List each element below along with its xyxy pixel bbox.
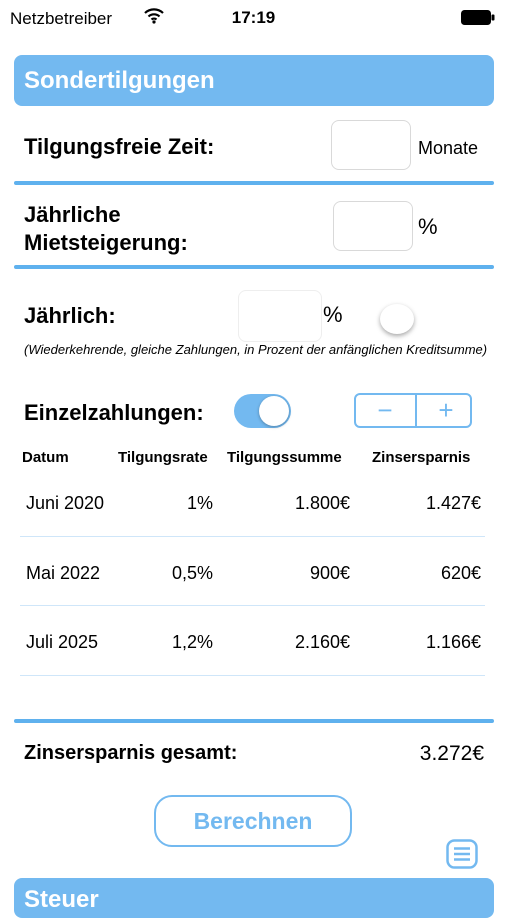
column-header-datum: Datum [22, 449, 69, 466]
jaehrlich-toggle[interactable] [380, 304, 414, 334]
cell-zinsersparnis: 620€ [440, 563, 481, 583]
cell-zinsersparnis: 1.427€ [425, 493, 481, 513]
column-header-tilgungsrate: Tilgungsrate [118, 449, 208, 466]
cell-datum: Mai 2022 [26, 563, 101, 583]
clock: 17:19 [231, 8, 276, 27]
add-row-button[interactable]: + [415, 395, 475, 426]
mietsteigerung-label-line2: Mietsteigerung: [24, 230, 188, 255]
cell-zinsersparnis: 1.166€ [425, 632, 481, 652]
total-value: 3.272€ [419, 742, 484, 765]
cell-datum: Juni 2020 [26, 493, 105, 513]
cell-tilgungsrate: 1% [186, 493, 213, 513]
tilgungsfreie-zeit-input[interactable] [331, 120, 411, 170]
tilgungsfreie-zeit-unit: Monate [418, 138, 479, 158]
toggle-knob [259, 396, 289, 426]
status-bar: Netzbetreiber 17:19 [0, 0, 507, 36]
mietsteigerung-label-line1: Jährliche [24, 202, 121, 227]
jaehrlich-unit: % [323, 302, 343, 327]
cell-tilgungssumme: 900€ [309, 563, 350, 583]
carrier-name: Netzbetreiber [10, 9, 113, 28]
menu-icon[interactable] [446, 839, 478, 869]
calculate-button[interactable]: Berechnen [154, 795, 352, 847]
section-header: Sondertilgungen [14, 55, 494, 106]
jaehrlich-label: Jährlich: [24, 303, 116, 328]
cell-tilgungsrate: 1,2% [171, 632, 213, 652]
column-header-tilgungssumme: Tilgungssumme [227, 449, 342, 466]
divider [14, 181, 494, 185]
cell-tilgungssumme: 2.160€ [294, 632, 350, 652]
einzelzahlungen-label: Einzelzahlungen: [24, 400, 204, 425]
cell-tilgungsrate: 0,5% [171, 563, 213, 583]
next-section-header: Steuer [14, 878, 494, 918]
next-section-title: Steuer [24, 886, 99, 913]
jaehrlich-note: (Wiederkehrende, gleiche Zahlungen, in P… [24, 342, 488, 357]
row-divider [20, 536, 485, 537]
cell-datum: Juli 2025 [26, 632, 99, 652]
jaehrlich-input[interactable] [238, 290, 322, 342]
section-title: Sondertilgungen [24, 67, 215, 94]
battery-icon [461, 10, 495, 25]
mietsteigerung-input[interactable] [333, 201, 413, 251]
einzelzahlungen-stepper[interactable]: − + [354, 393, 472, 428]
tilgungsfreie-zeit-label: Tilgungsfreie Zeit: [24, 134, 215, 159]
mietsteigerung-unit: % [418, 214, 438, 239]
total-label: Zinsersparnis gesamt: [24, 742, 238, 764]
einzelzahlungen-toggle[interactable] [234, 394, 291, 428]
column-header-zinsersparnis: Zinsersparnis [372, 449, 471, 466]
divider [14, 719, 494, 723]
row-divider [20, 605, 485, 606]
divider [14, 265, 494, 269]
cell-tilgungssumme: 1.800€ [294, 493, 350, 513]
remove-row-button[interactable]: − [377, 395, 393, 425]
row-divider [20, 675, 485, 676]
wifi-icon [144, 8, 164, 24]
